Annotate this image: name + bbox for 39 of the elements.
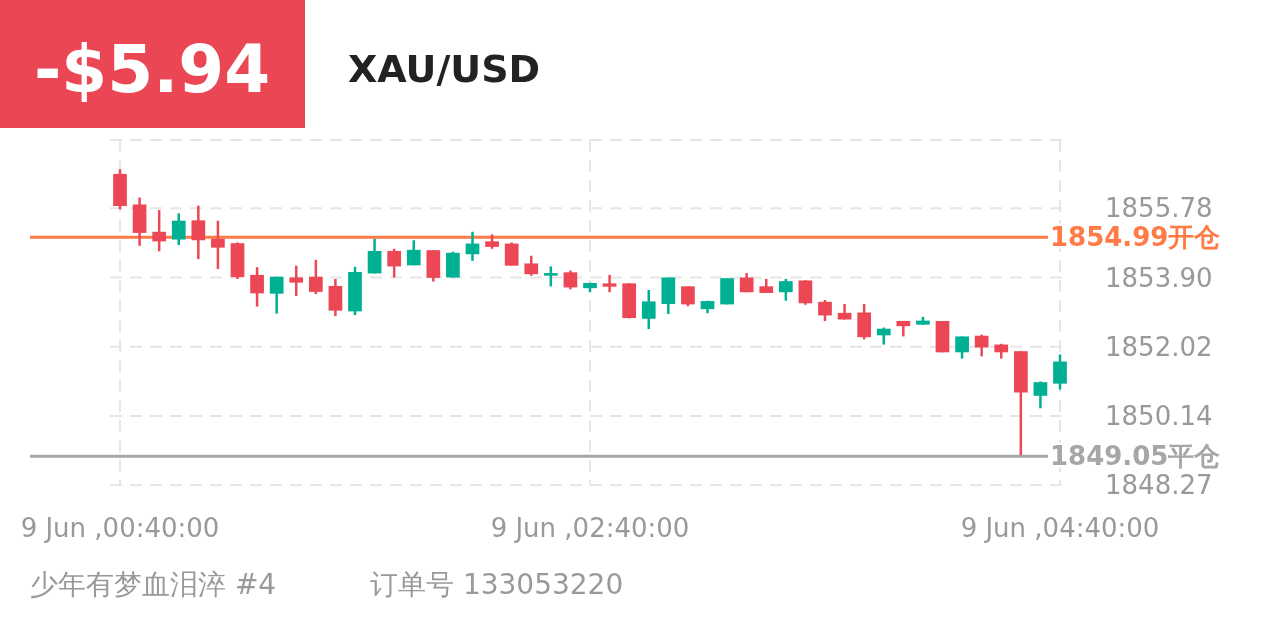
y-tick-label: 1848.27 <box>1105 470 1213 501</box>
x-tick-label: 9 Jun ,04:40:00 <box>960 513 1160 543</box>
candlestick <box>406 239 421 267</box>
candlestick <box>543 265 558 288</box>
x-tick-label: 9 Jun ,00:40:00 <box>20 513 220 543</box>
candlestick <box>504 241 519 267</box>
candlestick <box>974 333 989 358</box>
text: -$5.94 <box>33 31 271 108</box>
candlestick <box>524 254 539 277</box>
ref-line-label: 1849.05平仓 <box>1050 441 1221 472</box>
y-tick-label: 1852.02 <box>1105 331 1213 362</box>
candlestick <box>778 277 793 302</box>
y-tick-label: 1855.78 <box>1105 193 1213 224</box>
candlestick <box>818 298 832 323</box>
candlestick <box>269 275 284 315</box>
y-tick-label: 1850.14 <box>1105 401 1213 432</box>
candlestick <box>955 335 969 360</box>
y-tick-label: 1853.90 <box>1105 262 1213 293</box>
text: 订单号 133053220 <box>370 568 624 601</box>
chart-title: XAU/USD <box>348 47 541 91</box>
candlestick <box>681 285 695 308</box>
candlestick <box>1053 353 1067 391</box>
x-tick-label: 9 Jun ,02:40:00 <box>490 513 690 543</box>
candlestick <box>289 264 304 298</box>
candlestick <box>250 265 264 308</box>
ref-line-label: 1854.99开仓 <box>1050 222 1221 253</box>
candlestick <box>308 258 323 296</box>
candlestick <box>641 288 656 331</box>
candlestick <box>798 279 813 307</box>
candlestick <box>367 237 382 275</box>
candlestick <box>387 247 402 279</box>
candlestick <box>563 269 578 291</box>
text: 少年有梦血泪淬 #4 <box>30 568 277 601</box>
candlestick <box>1033 380 1048 410</box>
candlestick <box>602 273 617 294</box>
candlestick <box>211 219 225 271</box>
candlestick <box>191 204 206 261</box>
candlestick <box>171 212 186 247</box>
candlestick <box>152 208 167 253</box>
